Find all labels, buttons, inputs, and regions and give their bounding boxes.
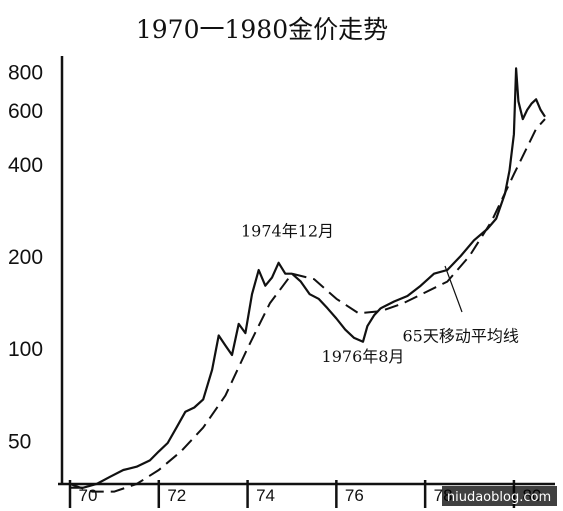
y-tick-labels: 800 600 400 200 100 50: [8, 62, 43, 454]
y-tick-label: 800: [8, 62, 43, 85]
annotation-label: 1974年12月: [241, 221, 334, 240]
chart-title: 1970一1980金价走势: [136, 15, 388, 44]
y-tick-label: 400: [8, 154, 43, 177]
annotation-label: 1976年8月: [322, 347, 405, 366]
ma-pointer-line: [444, 265, 463, 313]
moving-average-line: [69, 118, 546, 493]
plot-area: [58, 56, 555, 486]
y-tick-label: 50: [8, 430, 31, 453]
x-tick-label: 74: [256, 486, 275, 505]
annotation-label: 65天移动平均线: [402, 327, 518, 346]
y-tick-label: 200: [8, 246, 43, 269]
series-layer: [69, 67, 546, 493]
watermark: niudaoblog.com: [442, 486, 557, 506]
watermark-badge: [442, 486, 557, 506]
watermark-text: niudaoblog.com: [447, 490, 551, 505]
y-tick-label: 100: [8, 338, 43, 361]
x-tick-label: 72: [167, 486, 186, 505]
gold-price-line: [70, 67, 546, 489]
x-tick-label: 76: [345, 486, 364, 505]
y-tick-label: 600: [8, 100, 43, 123]
